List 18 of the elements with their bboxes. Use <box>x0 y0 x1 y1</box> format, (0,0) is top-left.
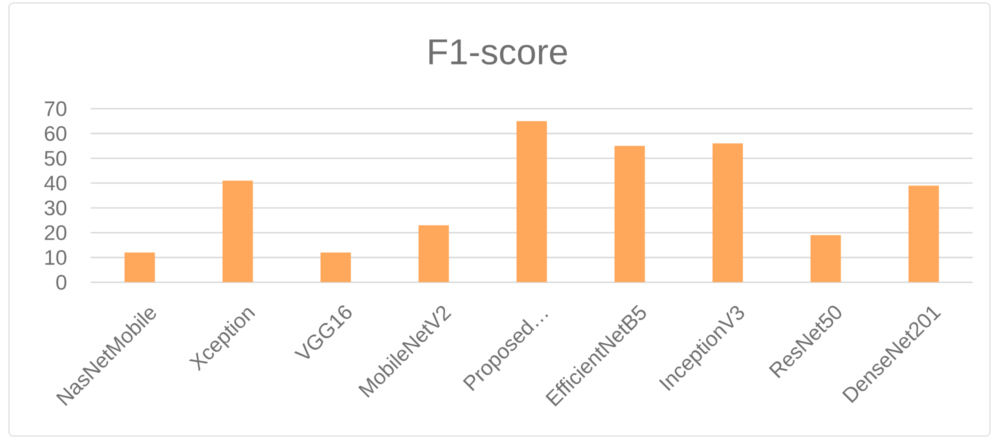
y-tick-label: 10 <box>45 250 66 265</box>
y-tick-label: 30 <box>44 200 66 216</box>
bar <box>908 186 939 282</box>
bar <box>712 143 743 282</box>
bar <box>222 180 253 282</box>
y-tick-label: 60 <box>44 126 66 141</box>
y-tick-label: 20 <box>44 225 66 240</box>
bar <box>124 252 155 282</box>
bar <box>418 225 449 282</box>
bar <box>516 121 547 282</box>
y-tick-label: 70 <box>44 101 66 116</box>
chart-title: F1-score <box>429 39 567 65</box>
bar <box>320 252 351 282</box>
bar <box>614 146 645 282</box>
y-tick-label: 0 <box>56 274 66 290</box>
y-tick-label: 40 <box>44 176 66 191</box>
bar <box>810 235 841 282</box>
y-tick-label: 50 <box>44 150 66 166</box>
